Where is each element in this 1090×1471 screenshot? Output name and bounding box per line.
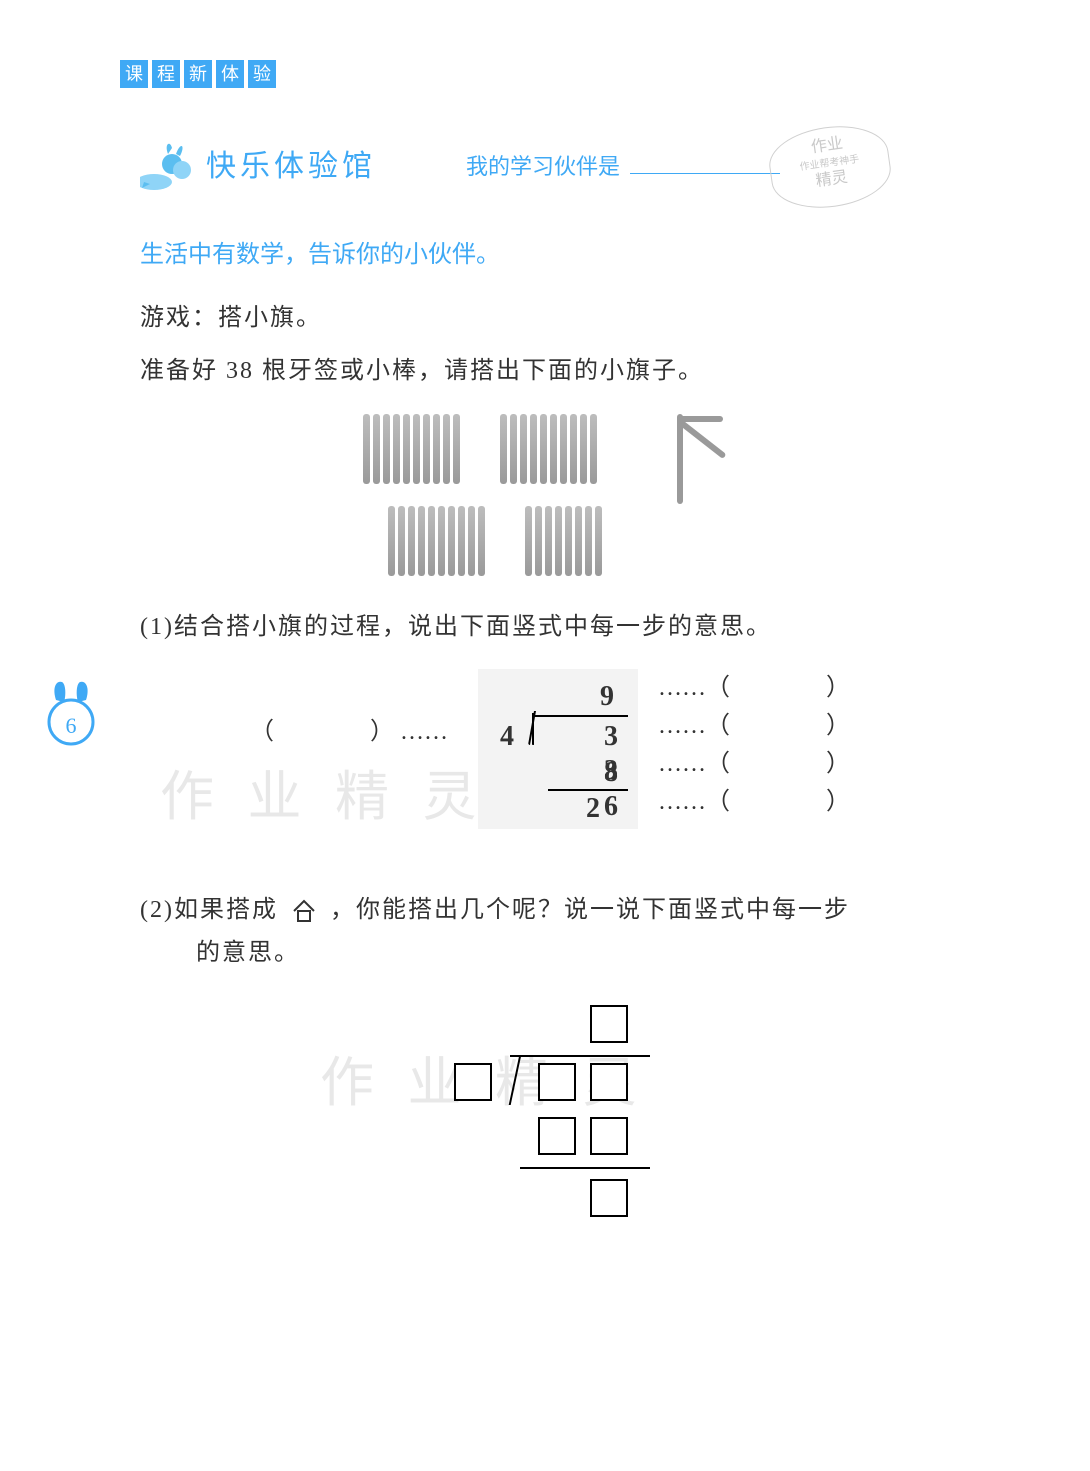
blank-box [538,1117,576,1155]
page-number-tab: 6 [46,680,96,750]
page-content: 快乐体验馆 我的学习伙伴是 作业 作业帮考神手 精灵 生活中有数学，告诉你的小伙… [140,140,960,1245]
blank-line: ……（ ） [658,669,850,707]
q1-right-blanks: ……（ ） ……（ ） ……（ ） ……（ ） [658,669,850,821]
long-division: 9 4 3 8 3 6 2 [478,669,638,829]
intro-text: 生活中有数学，告诉你的小伙伴。 [140,234,960,277]
page-badge: 课 程 新 体 验 [120,60,276,88]
watermark-text: 作 业 精 灵 [160,749,487,846]
q1-text: (1)结合搭小旗的过程，说出下面竖式中每一步的意思。 [140,606,960,649]
blank-box [590,1117,628,1155]
q2-text: (2)如果搭成 ，你能搭出几个呢？说一说下面竖式中每一步 的意思。 [140,889,960,975]
stick-bundle [388,506,485,576]
blank-line: ……（ ） [658,745,850,783]
q2-suffix: ，你能搭出几个呢？说一说下面竖式中每一步 [330,897,850,923]
badge-char: 新 [184,60,212,88]
badge-char: 课 [120,60,148,88]
blank-box [538,1063,576,1101]
game-title: 游戏：搭小旗。 [140,297,960,340]
prep-text: 准备好 38 根牙签或小棒，请搭出下面的小旗子。 [140,350,960,393]
stick-bundle [500,414,597,484]
rabbit-icon [140,142,200,192]
quotient: 9 [492,679,624,715]
partner-label-wrap: 我的学习伙伴是 作业 作业帮考神手 精灵 [466,147,780,187]
house-icon [290,897,318,925]
badge-char: 验 [248,60,276,88]
stick-bundle [363,414,460,484]
stick-bundle [525,506,602,576]
q2-prefix: (2)如果搭成 [140,897,278,923]
flag-icon [667,414,737,504]
remainder: 2 [586,791,600,827]
q1-left-blank: （ ） …… [250,711,448,754]
blank-box [590,1063,628,1101]
divisor: 4 [500,719,514,755]
partner-label: 我的学习伙伴是 [466,154,620,179]
q2-line2: 的意思。 [140,932,960,975]
partner-blank-line [630,173,780,174]
blank-line: ……（ ） [658,707,850,745]
page-number: 6 [46,706,96,746]
sticks-illustration [140,414,960,576]
section-title: 快乐体验馆 [206,140,376,194]
blank-box [454,1063,492,1101]
q1-division: 作 业 精 灵 （ ） …… 9 4 3 8 3 6 2 ……（ ） ……（ ）… [140,669,960,829]
badge-char: 程 [152,60,180,88]
blank-box [590,1005,628,1043]
section-header: 快乐体验馆 我的学习伙伴是 作业 作业帮考神手 精灵 [140,140,960,194]
badge-char: 体 [216,60,244,88]
blank-line: ……（ ） [658,783,850,821]
q2-division: 作 业 精 灵 [420,1005,680,1245]
blank-box [590,1179,628,1217]
stamp-icon: 作业 作业帮考神手 精灵 [765,119,895,215]
